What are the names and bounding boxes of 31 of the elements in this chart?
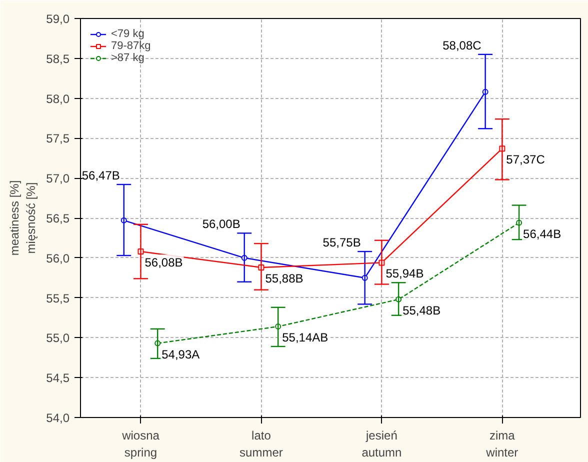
data-label: 55,94B [386, 266, 424, 281]
data-label: 57,37C [506, 152, 546, 167]
legend-label: >87 kg [111, 52, 144, 64]
y-axis-title: meatiness [%] mięsność [%] [7, 180, 38, 256]
y-tick-label: 57,5 [46, 132, 70, 146]
data-label: 58,08C [442, 38, 482, 52]
data-label: 56,47B [82, 168, 120, 182]
y-tick-label: 55,0 [46, 331, 70, 346]
data-label: 55,48B [402, 303, 441, 318]
y-tick-label: 57,0 [46, 172, 70, 186]
y-tick-label: 59,0 [46, 12, 70, 26]
y-tick-label: 55,5 [46, 291, 70, 306]
y-tick-label: 54,0 [46, 411, 70, 425]
y-tick-label: 56,0 [46, 251, 70, 266]
y-tick-label: 58,5 [46, 52, 70, 66]
x-tick-label: lato summer [240, 428, 283, 460]
data-label: 54,93A [162, 347, 200, 362]
y-tick-label: 56,5 [46, 212, 70, 226]
legend-label: 79-87kg [111, 40, 151, 52]
x-tick-label: wiosna spring [121, 428, 160, 460]
y-tick-label: 54,5 [46, 371, 70, 386]
data-label: 56,08B [144, 256, 183, 270]
x-tick-label: jesień autumn [362, 428, 402, 460]
x-tick-label: zima winter [485, 428, 518, 460]
legend-label: <79 kg [111, 28, 144, 40]
data-label: 56,00B [202, 217, 240, 232]
y-tick-label: 58,0 [46, 92, 70, 106]
data-label: 56,44B [523, 226, 562, 241]
data-label: 55,75B [322, 236, 361, 250]
data-label: 55,88B [265, 271, 304, 286]
data-label: 55,14AB [282, 330, 328, 345]
